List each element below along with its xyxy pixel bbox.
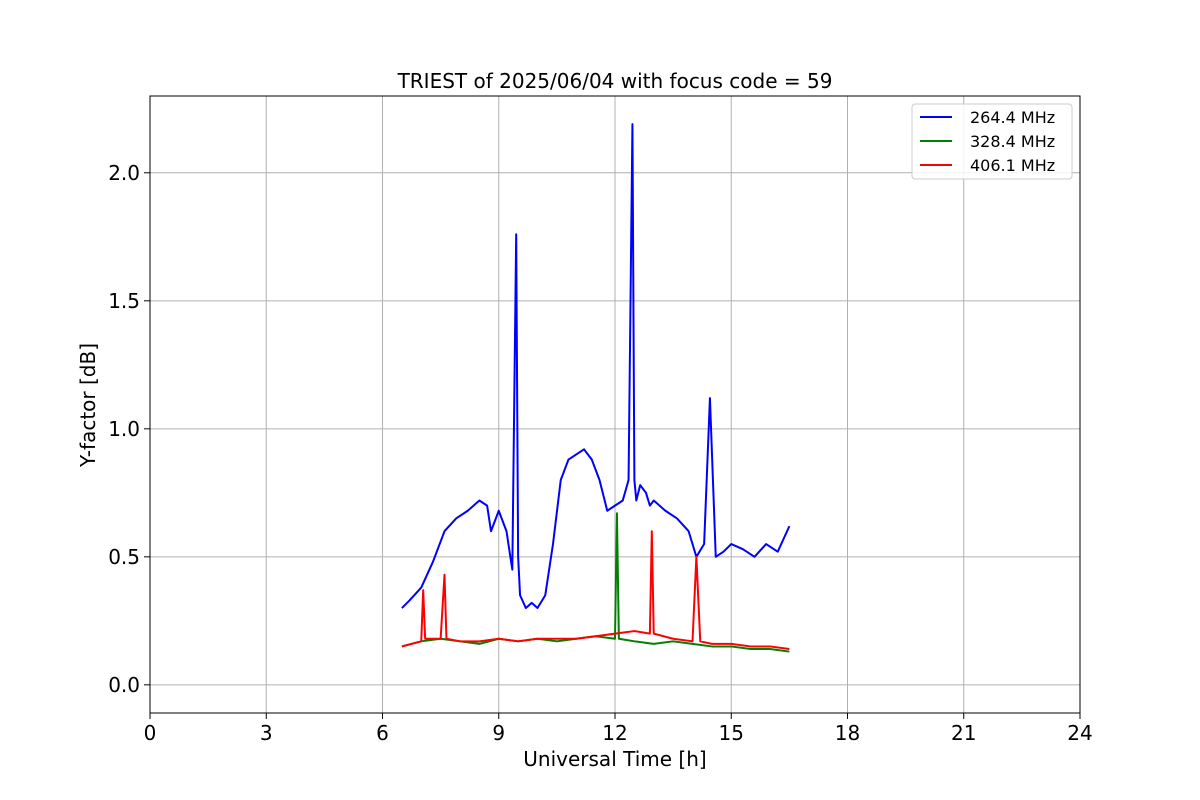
x-tick-label: 15 xyxy=(719,721,744,745)
x-axis: 0 3 6 9 12 15 18 21 24 xyxy=(144,713,1093,745)
x-tick-label: 6 xyxy=(376,721,389,745)
x-tick-label: 18 xyxy=(835,721,860,745)
legend-label-1: 264.4 MHz xyxy=(970,108,1055,127)
chart-title: TRIEST of 2025/06/04 with focus code = 5… xyxy=(397,69,833,93)
series-line-3 xyxy=(401,530,790,650)
y-tick-label: 0.0 xyxy=(108,673,140,697)
y-tick-label: 2.0 xyxy=(108,161,140,185)
y-tick-label: 1.0 xyxy=(108,417,140,441)
x-tick-label: 0 xyxy=(144,721,157,745)
x-tick-label: 9 xyxy=(492,721,505,745)
x-tick-label: 24 xyxy=(1067,721,1092,745)
x-tick-label: 12 xyxy=(602,721,627,745)
x-axis-label: Universal Time [h] xyxy=(523,747,706,771)
legend-label-2: 328.4 MHz xyxy=(970,132,1055,151)
y-axis-label: Y-factor [dB] xyxy=(76,343,100,468)
x-tick-label: 21 xyxy=(951,721,976,745)
y-axis: 0.0 0.5 1.0 1.5 2.0 xyxy=(108,161,150,697)
series-line-2 xyxy=(401,512,790,653)
legend: 264.4 MHz 328.4 MHz 406.1 MHz xyxy=(911,103,1073,180)
legend-label-3: 406.1 MHz xyxy=(970,156,1055,175)
legend-box xyxy=(911,103,1073,180)
y-tick-label: 0.5 xyxy=(108,545,140,569)
series-line-1 xyxy=(401,123,791,610)
x-tick-label: 3 xyxy=(260,721,273,745)
series-layer xyxy=(401,123,791,653)
y-tick-label: 1.5 xyxy=(108,289,140,313)
